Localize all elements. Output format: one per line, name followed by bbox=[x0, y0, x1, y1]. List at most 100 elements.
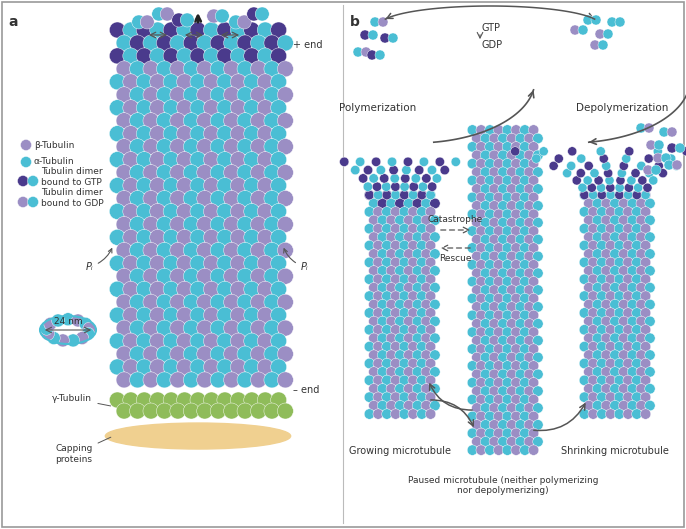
Circle shape bbox=[109, 152, 126, 168]
Circle shape bbox=[623, 341, 633, 352]
Circle shape bbox=[257, 204, 273, 220]
Circle shape bbox=[588, 207, 598, 217]
Circle shape bbox=[519, 192, 530, 203]
Circle shape bbox=[644, 123, 654, 133]
Circle shape bbox=[381, 291, 392, 302]
Circle shape bbox=[519, 361, 530, 371]
Circle shape bbox=[204, 392, 220, 408]
Circle shape bbox=[416, 240, 427, 251]
Circle shape bbox=[150, 100, 166, 116]
Circle shape bbox=[528, 243, 539, 253]
Circle shape bbox=[515, 184, 525, 194]
Circle shape bbox=[412, 350, 423, 360]
Circle shape bbox=[255, 7, 269, 21]
Circle shape bbox=[156, 190, 172, 206]
Circle shape bbox=[480, 268, 490, 278]
Circle shape bbox=[143, 139, 159, 154]
Circle shape bbox=[250, 87, 266, 103]
Circle shape bbox=[217, 126, 233, 142]
Circle shape bbox=[364, 308, 375, 318]
Circle shape bbox=[519, 293, 530, 304]
Circle shape bbox=[130, 346, 145, 362]
Circle shape bbox=[197, 216, 213, 232]
Circle shape bbox=[176, 100, 193, 116]
Circle shape bbox=[391, 190, 401, 199]
Circle shape bbox=[116, 35, 132, 51]
Circle shape bbox=[377, 198, 388, 208]
Circle shape bbox=[579, 257, 590, 268]
Circle shape bbox=[627, 176, 636, 185]
Circle shape bbox=[368, 350, 379, 360]
Circle shape bbox=[619, 215, 629, 225]
Circle shape bbox=[395, 299, 405, 309]
Circle shape bbox=[511, 394, 521, 405]
Circle shape bbox=[412, 299, 423, 309]
Circle shape bbox=[83, 322, 96, 335]
Circle shape bbox=[476, 293, 486, 304]
Circle shape bbox=[156, 113, 172, 129]
Circle shape bbox=[440, 166, 449, 175]
Circle shape bbox=[515, 167, 525, 177]
Circle shape bbox=[617, 169, 626, 178]
Circle shape bbox=[636, 299, 646, 309]
Circle shape bbox=[584, 333, 594, 343]
Circle shape bbox=[386, 316, 397, 326]
Circle shape bbox=[614, 358, 624, 369]
Circle shape bbox=[467, 226, 477, 236]
Circle shape bbox=[123, 281, 139, 297]
Circle shape bbox=[271, 100, 287, 116]
Circle shape bbox=[368, 198, 379, 208]
Circle shape bbox=[506, 167, 517, 177]
Circle shape bbox=[364, 240, 375, 251]
Text: a: a bbox=[8, 15, 18, 29]
Circle shape bbox=[554, 154, 563, 163]
Circle shape bbox=[592, 333, 603, 343]
Circle shape bbox=[467, 445, 477, 455]
Circle shape bbox=[533, 335, 543, 346]
Circle shape bbox=[467, 411, 477, 422]
Circle shape bbox=[511, 159, 521, 169]
Circle shape bbox=[636, 384, 646, 394]
Circle shape bbox=[399, 375, 410, 386]
Circle shape bbox=[150, 333, 166, 349]
Circle shape bbox=[364, 274, 375, 285]
Circle shape bbox=[579, 358, 590, 369]
Circle shape bbox=[237, 61, 253, 77]
Circle shape bbox=[373, 409, 383, 419]
Circle shape bbox=[244, 126, 260, 142]
Circle shape bbox=[176, 359, 193, 375]
Circle shape bbox=[425, 240, 436, 251]
Circle shape bbox=[623, 375, 633, 386]
Circle shape bbox=[493, 125, 504, 135]
Circle shape bbox=[377, 333, 388, 343]
Circle shape bbox=[498, 217, 508, 228]
Circle shape bbox=[467, 192, 477, 203]
Circle shape bbox=[373, 325, 383, 335]
Circle shape bbox=[391, 182, 400, 191]
Circle shape bbox=[616, 176, 625, 185]
Circle shape bbox=[257, 178, 273, 194]
Circle shape bbox=[67, 334, 80, 347]
Circle shape bbox=[610, 282, 620, 293]
Circle shape bbox=[109, 48, 126, 64]
Circle shape bbox=[390, 190, 401, 200]
Circle shape bbox=[524, 318, 534, 329]
Circle shape bbox=[373, 257, 383, 268]
Circle shape bbox=[170, 113, 186, 129]
Circle shape bbox=[606, 375, 616, 386]
Circle shape bbox=[619, 350, 629, 360]
Circle shape bbox=[264, 346, 280, 362]
Circle shape bbox=[603, 29, 613, 39]
Circle shape bbox=[476, 243, 486, 253]
Circle shape bbox=[277, 61, 294, 77]
Circle shape bbox=[237, 165, 253, 180]
Circle shape bbox=[579, 392, 590, 403]
Circle shape bbox=[190, 152, 206, 168]
Circle shape bbox=[395, 316, 405, 326]
Circle shape bbox=[367, 50, 377, 60]
Circle shape bbox=[489, 436, 499, 447]
Circle shape bbox=[210, 294, 226, 310]
Circle shape bbox=[489, 403, 499, 413]
Circle shape bbox=[493, 445, 504, 455]
Circle shape bbox=[190, 74, 206, 90]
